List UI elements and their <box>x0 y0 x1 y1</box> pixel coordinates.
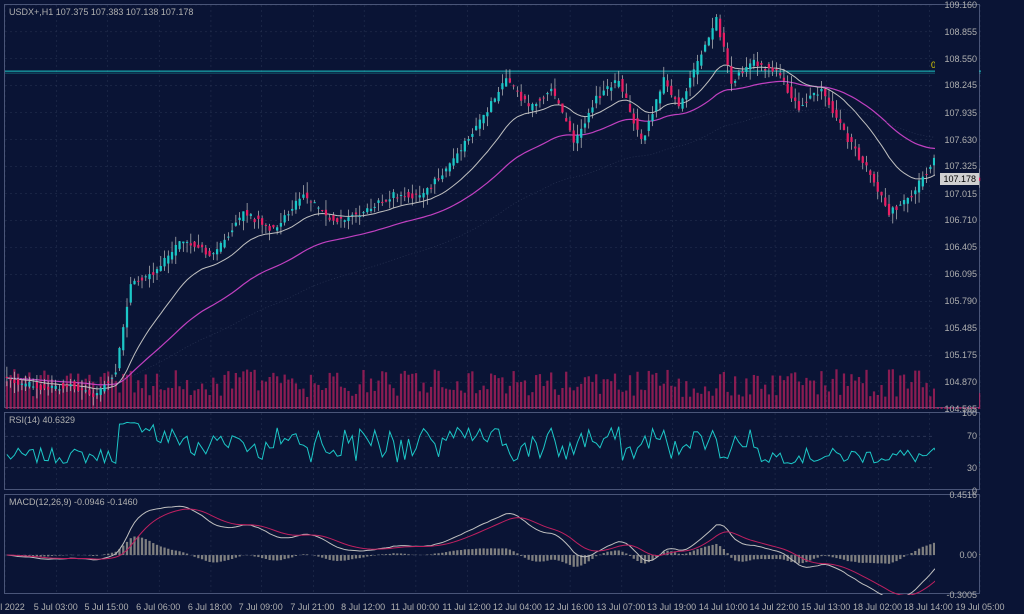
x-tick-label: 11 Jul 00:00 <box>391 602 439 612</box>
rsi-panel[interactable]: RSI(14) 40.6329 03070100 <box>4 412 980 490</box>
macd-y-axis: -0.30050.000.4516 <box>935 495 979 593</box>
x-axis: 4 Jul 20225 Jul 03:005 Jul 15:006 Jul 06… <box>4 598 980 614</box>
x-tick-label: 14 Jul 22:00 <box>750 602 799 612</box>
price-chart-svg: 0.0 <box>5 5 981 409</box>
current-price-tag: 107.178 <box>940 173 979 185</box>
x-tick-label: 6 Jul 18:00 <box>188 602 232 612</box>
x-tick-label: 5 Jul 03:00 <box>34 602 78 612</box>
x-tick-label: 7 Jul 21:00 <box>290 602 334 612</box>
rsi-y-axis: 03070100 <box>935 413 979 489</box>
symbol-label: USDX+,H1 107.375 107.383 107.138 107.178 <box>9 7 193 17</box>
macd-chart-svg <box>5 495 981 595</box>
x-tick-label: 18 Jul 14:00 <box>904 602 953 612</box>
price-y-axis: 104.565104.870105.175105.485105.790106.0… <box>935 5 979 407</box>
x-tick-label: 11 Jul 12:00 <box>442 602 490 612</box>
x-tick-label: 12 Jul 16:00 <box>545 602 594 612</box>
x-tick-label: 5 Jul 15:00 <box>84 602 128 612</box>
macd-label: MACD(12,26,9) -0.0946 -0.1460 <box>9 497 138 507</box>
x-tick-label: 7 Jul 09:00 <box>239 602 283 612</box>
x-tick-label: 8 Jul 12:00 <box>341 602 385 612</box>
rsi-label: RSI(14) 40.6329 <box>9 415 75 425</box>
x-tick-label: 6 Jul 06:00 <box>136 602 180 612</box>
macd-panel[interactable]: MACD(12,26,9) -0.0946 -0.1460 -0.30050.0… <box>4 494 980 594</box>
x-tick-label: 12 Jul 04:00 <box>493 602 542 612</box>
price-chart-panel[interactable]: USDX+,H1 107.375 107.383 107.138 107.178… <box>4 4 980 408</box>
x-tick-label: 15 Jul 13:00 <box>801 602 850 612</box>
x-tick-label: 13 Jul 07:00 <box>596 602 645 612</box>
rsi-chart-svg <box>5 413 981 491</box>
x-tick-label: 4 Jul 2022 <box>0 602 25 612</box>
x-tick-label: 13 Jul 19:00 <box>647 602 696 612</box>
x-tick-label: 18 Jul 02:00 <box>853 602 902 612</box>
x-tick-label: 14 Jul 10:00 <box>699 602 748 612</box>
x-tick-label: 19 Jul 05:00 <box>955 602 1004 612</box>
